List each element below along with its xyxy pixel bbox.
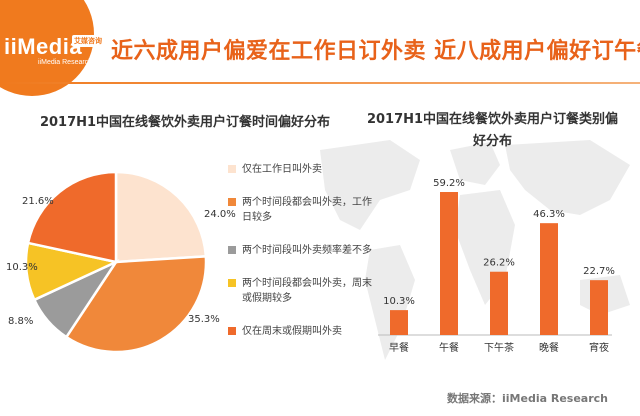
legend-swatch: [228, 198, 236, 206]
pie-slice-label: 8.8%: [8, 316, 33, 327]
legend-swatch: [228, 165, 236, 173]
bar-category-label: 早餐: [389, 341, 409, 354]
world-map-background: [320, 140, 630, 360]
legend-item: 仅在周末或假期叫外卖: [228, 324, 378, 339]
bar-category-label: 午餐: [439, 341, 459, 354]
bar-value-label: 22.7%: [583, 266, 615, 277]
pie-slice: [26, 170, 118, 264]
pie-chart-title: 2017H1中国在线餐饮外卖用户订餐时间偏好分布: [39, 115, 331, 130]
bar-category-label: 宵夜: [589, 341, 609, 354]
data-source: 数据来源：iiMedia Research: [447, 392, 608, 405]
legend-item: 两个时间段都会叫外卖，工作日较多: [228, 195, 378, 225]
bar-chart-title: 2017H1中国在线餐饮外卖用户订餐类别偏好分布: [366, 112, 619, 149]
bar-category-label: 晚餐: [539, 341, 559, 354]
bar-value-label: 26.2%: [483, 258, 515, 269]
legend-item: 两个时间段叫外卖频率差不多: [228, 243, 378, 258]
page-title: 近六成用户偏爱在工作日订外卖 近八成用户偏好订午餐: [111, 39, 640, 64]
legend-label: 两个时间段都会叫外卖，工作日较多: [242, 197, 372, 223]
pie-slice-label: 21.6%: [22, 196, 54, 207]
legend-item: 两个时间段都会叫外卖，周末或假期较多: [228, 276, 378, 306]
legend-label: 仅在工作日叫外卖: [242, 164, 322, 175]
logo-badge: 艾媒咨询: [72, 35, 104, 47]
pie-slice-label: 10.3%: [6, 262, 38, 273]
legend-label: 两个时间段都会叫外卖，周末或假期较多: [242, 278, 372, 304]
legend-swatch: [228, 327, 236, 335]
bar-value-label: 46.3%: [533, 209, 565, 220]
bar-value-label: 10.3%: [383, 296, 415, 307]
logo-brand: iiMedia: [4, 34, 83, 59]
bar: [440, 192, 458, 335]
pie-slice-label: 24.0%: [204, 209, 236, 220]
bar: [590, 280, 608, 335]
legend-swatch: [228, 246, 236, 254]
logo-subtitle: iiMedia Research: [38, 59, 93, 66]
bar: [540, 223, 558, 335]
pie-slice-label: 35.3%: [188, 314, 220, 325]
pie-slice: [114, 170, 208, 264]
legend-swatch: [228, 279, 236, 287]
bar: [390, 310, 408, 335]
pie-slice: [64, 255, 208, 354]
bar-category-label: 下午茶: [484, 341, 514, 354]
bar-value-label: 59.2%: [433, 178, 465, 189]
header-divider: [0, 82, 640, 84]
legend-label: 两个时间段叫外卖频率差不多: [242, 245, 372, 256]
pie-legend: 仅在工作日叫外卖两个时间段都会叫外卖，工作日较多两个时间段叫外卖频率差不多两个时…: [228, 162, 378, 339]
bar: [490, 271, 508, 335]
legend-label: 仅在周末或假期叫外卖: [242, 326, 342, 337]
legend-item: 仅在工作日叫外卖: [228, 162, 378, 177]
